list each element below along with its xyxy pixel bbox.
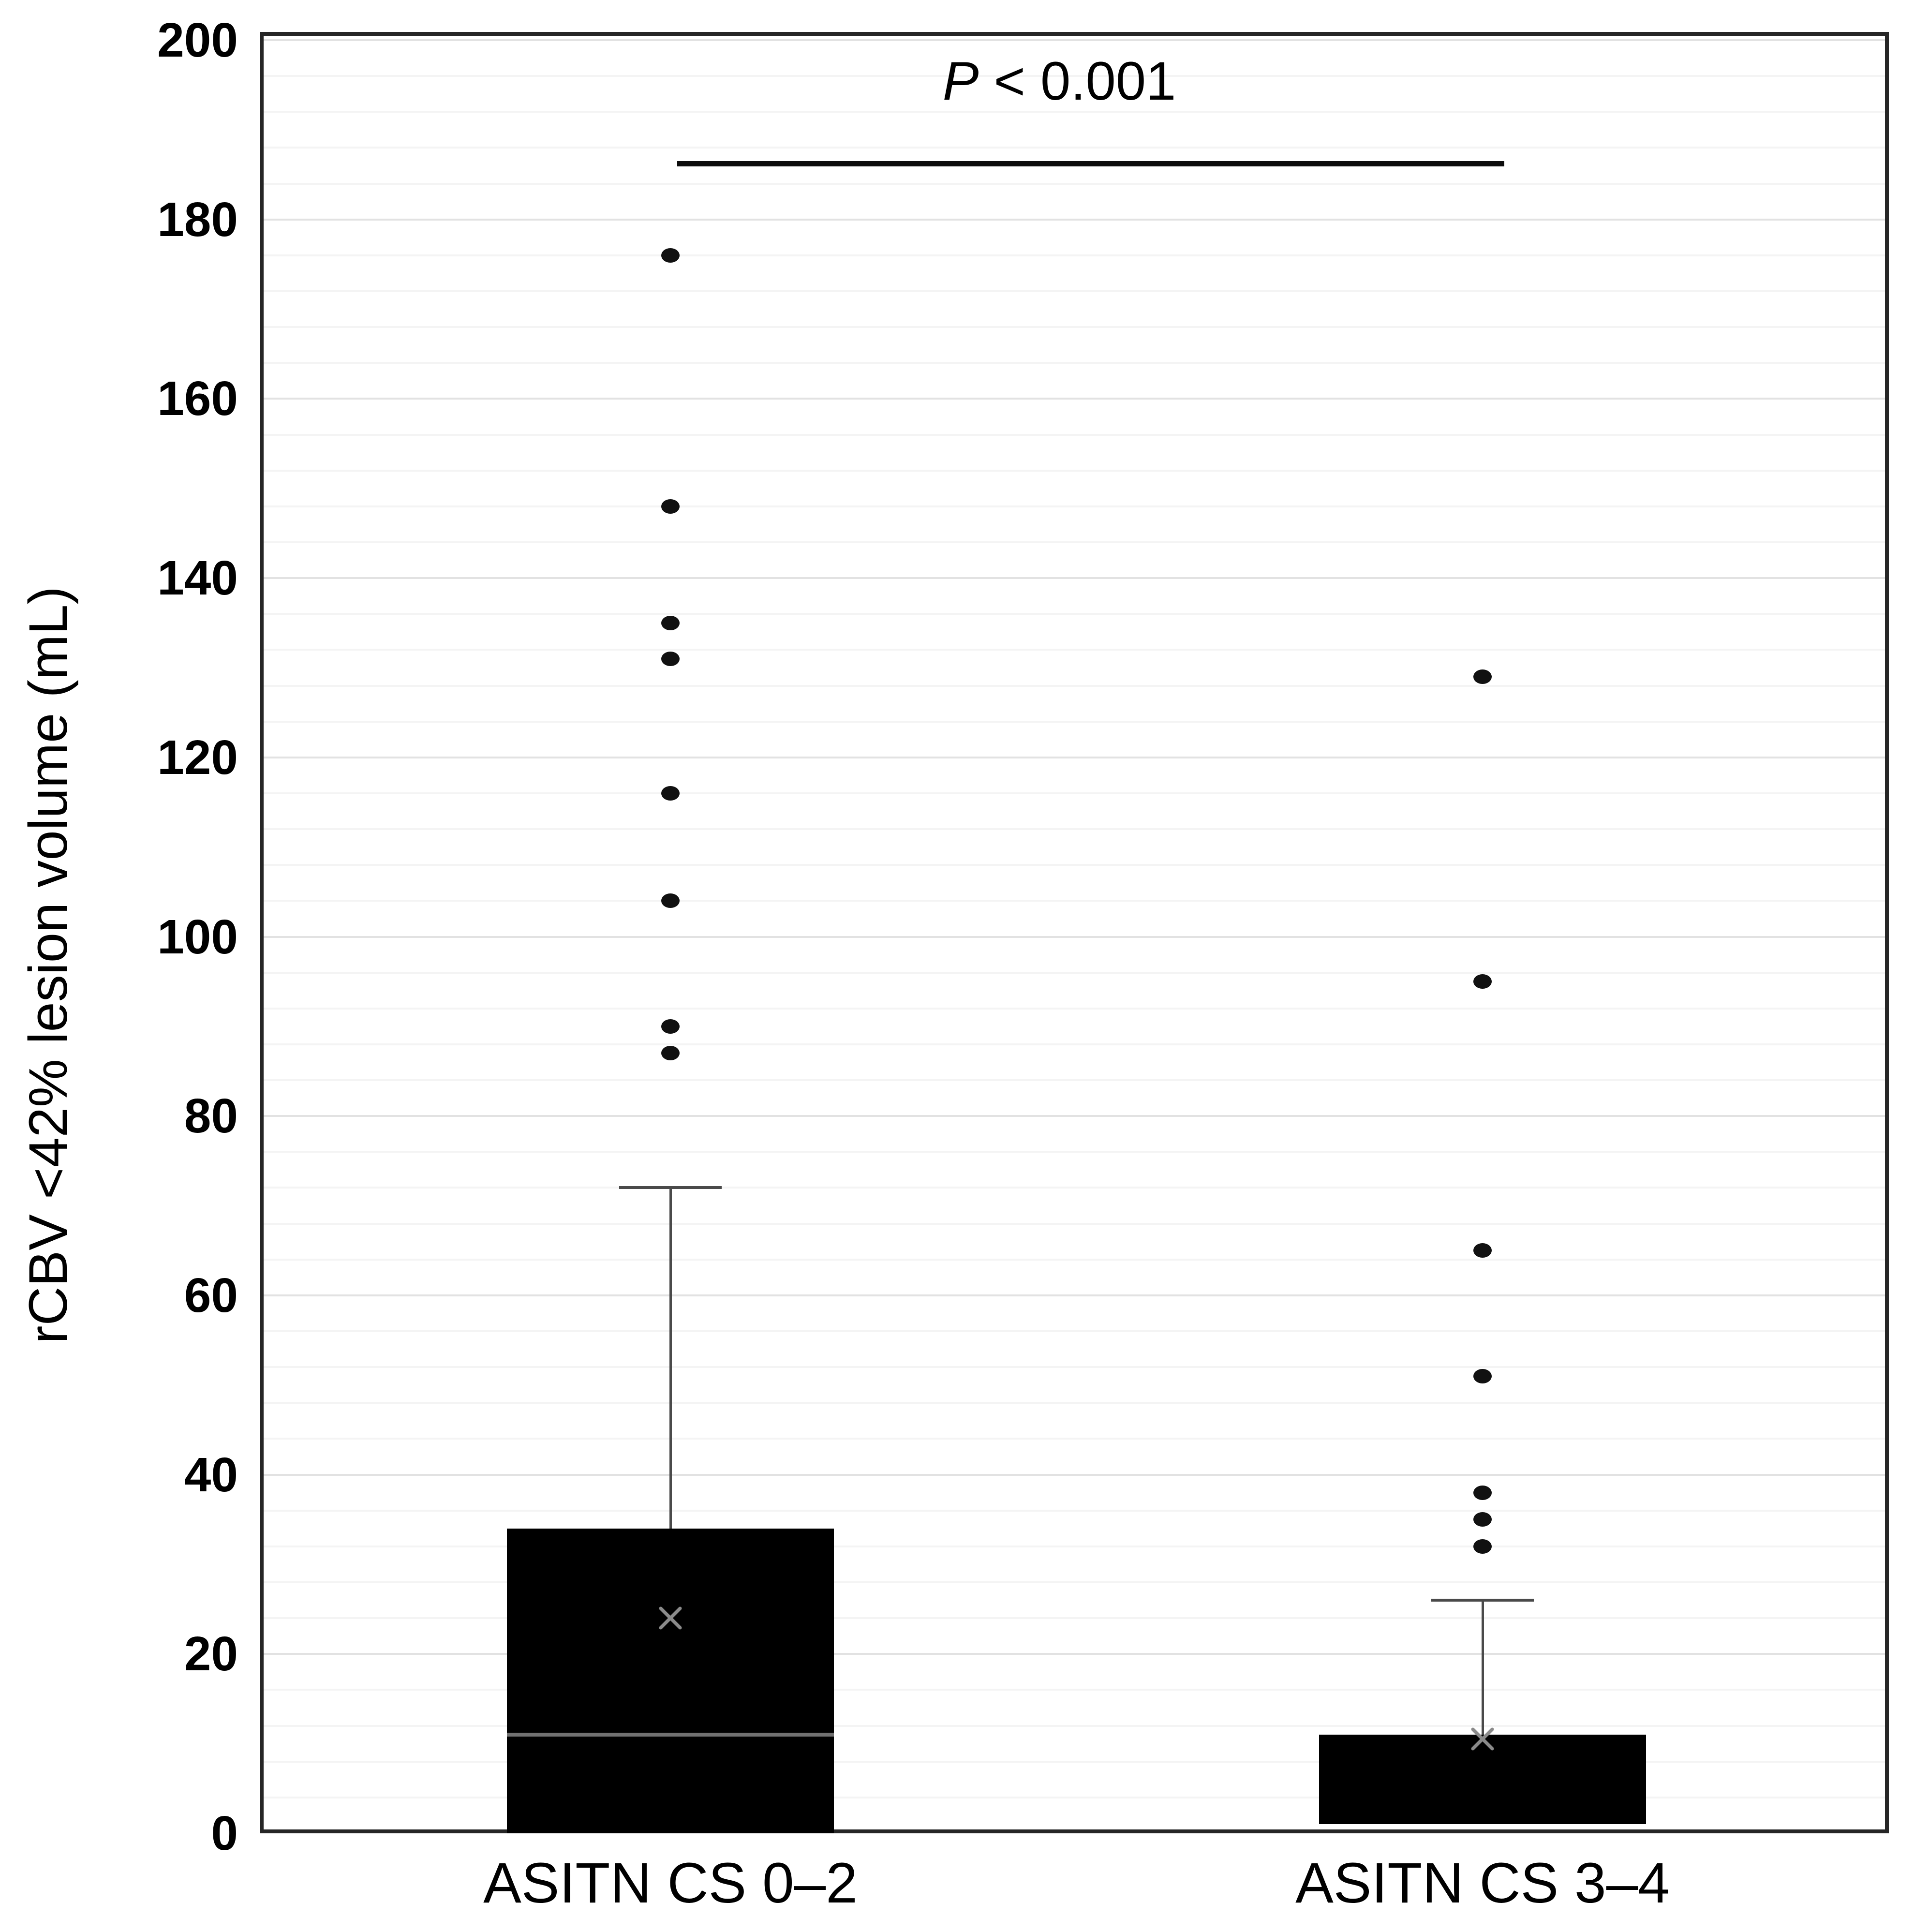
box [507, 1528, 834, 1833]
outlier-dot [661, 499, 680, 514]
mean-marker-icon [1470, 1726, 1495, 1752]
mean-marker-icon [658, 1605, 683, 1631]
y-tick-label: 100 [157, 909, 238, 964]
gridline-minor [264, 1509, 1885, 1512]
outlier-dot [661, 1046, 680, 1061]
outlier-dot [1473, 1368, 1492, 1383]
gridline-minor [264, 864, 1885, 866]
gridline-minor [264, 1330, 1885, 1333]
gridline-minor [264, 971, 1885, 974]
y-tick-label: 140 [157, 551, 238, 606]
y-tick-label: 160 [157, 372, 238, 426]
gridline-major [264, 936, 1885, 938]
gridline-major [264, 39, 1885, 41]
gridline-minor [264, 1689, 1885, 1691]
gridline-minor [264, 1438, 1885, 1440]
gridline-major [264, 1473, 1885, 1476]
gridline-minor [264, 720, 1885, 723]
y-tick-label: 80 [184, 1089, 238, 1144]
gridline-minor [264, 649, 1885, 651]
gridline-minor [264, 1366, 1885, 1368]
y-tick-label: 120 [157, 730, 238, 785]
gridline-minor [264, 1187, 1885, 1189]
gridline-minor [264, 254, 1885, 256]
outlier-dot [1473, 1485, 1492, 1500]
gridline-minor [264, 75, 1885, 77]
p-value-text: < 0.001 [979, 51, 1176, 111]
y-tick-label: 40 [184, 1447, 238, 1502]
outlier-dot [1473, 1512, 1492, 1527]
gridline-minor [264, 469, 1885, 472]
gridline-major [264, 756, 1885, 758]
whisker-cap [619, 1186, 722, 1189]
gridline-minor [264, 505, 1885, 507]
gridline-minor [264, 147, 1885, 149]
gridline-major [264, 398, 1885, 400]
gridline-minor [264, 362, 1885, 364]
outlier-dot [661, 786, 680, 801]
gridline-minor [264, 1617, 1885, 1620]
median-line [507, 1733, 834, 1737]
gridline-minor [264, 1796, 1885, 1798]
gridline-minor [264, 326, 1885, 328]
gridline-minor [264, 1043, 1885, 1045]
p-value-annotation: P < 0.001 [943, 54, 1176, 108]
gridline-major [264, 218, 1885, 221]
whisker-line [669, 1188, 672, 1529]
gridline-minor [264, 1258, 1885, 1261]
outlier-dot [661, 248, 680, 263]
y-tick-label: 60 [184, 1268, 238, 1323]
gridline-minor [264, 290, 1885, 292]
plot-frame [260, 32, 1889, 1833]
gridline-minor [264, 828, 1885, 831]
gridline-minor [264, 1222, 1885, 1225]
gridline-minor [264, 1402, 1885, 1404]
gridline-minor [264, 613, 1885, 615]
y-tick-label: 200 [157, 13, 238, 67]
gridline-minor [264, 541, 1885, 543]
gridline-minor [264, 1007, 1885, 1010]
gridline-minor [264, 1151, 1885, 1153]
outlier-dot [1473, 669, 1492, 684]
x-category-label: ASITN CS 3–4 [1295, 1851, 1670, 1915]
whisker-line [1481, 1600, 1484, 1735]
outlier-dot [661, 1019, 680, 1034]
gridline-major [264, 1115, 1885, 1117]
y-tick-label: 0 [211, 1806, 238, 1860]
gridline-minor [264, 1079, 1885, 1082]
outlier-dot [661, 651, 680, 666]
y-tick-label: 180 [157, 192, 238, 247]
gridline-minor [264, 1545, 1885, 1547]
gridline-minor [264, 1581, 1885, 1584]
box [1319, 1735, 1646, 1825]
y-tick-label: 20 [184, 1627, 238, 1681]
outlier-dot [1473, 1539, 1492, 1554]
gridline-minor [264, 900, 1885, 902]
significance-bracket-line [677, 161, 1504, 166]
gridline-minor [264, 433, 1885, 436]
gridline-minor [264, 1760, 1885, 1763]
outlier-dot [661, 615, 680, 630]
x-category-label: ASITN CS 0–2 [483, 1851, 858, 1915]
outlier-dot [1473, 1243, 1492, 1258]
gridline-minor [264, 792, 1885, 794]
gridline-minor [264, 1724, 1885, 1727]
whisker-cap [1431, 1599, 1534, 1602]
gridline-major [264, 577, 1885, 580]
outlier-dot [1473, 974, 1492, 989]
outlier-dot [661, 893, 680, 908]
gridline-minor [264, 684, 1885, 687]
gridline-minor [264, 111, 1885, 113]
gridline-major [264, 1294, 1885, 1296]
p-symbol: P [942, 51, 979, 111]
gridline-minor [264, 182, 1885, 185]
gridline-major [264, 1653, 1885, 1655]
